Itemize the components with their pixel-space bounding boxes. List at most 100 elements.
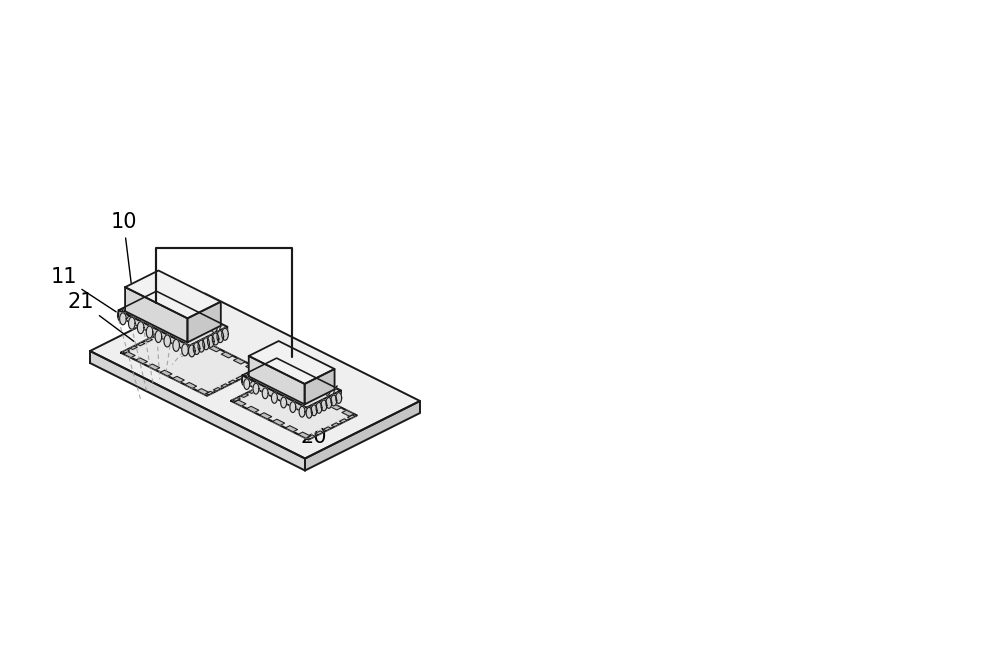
- Polygon shape: [119, 310, 189, 352]
- Polygon shape: [206, 392, 213, 395]
- Polygon shape: [246, 365, 257, 370]
- Polygon shape: [123, 349, 130, 353]
- Polygon shape: [271, 393, 277, 403]
- Polygon shape: [197, 340, 208, 345]
- Polygon shape: [299, 407, 305, 417]
- Polygon shape: [247, 407, 259, 413]
- Polygon shape: [239, 381, 349, 436]
- Polygon shape: [236, 376, 243, 380]
- Polygon shape: [242, 358, 341, 407]
- Polygon shape: [184, 334, 196, 340]
- Polygon shape: [231, 376, 357, 440]
- Polygon shape: [137, 300, 143, 312]
- Polygon shape: [306, 407, 312, 418]
- Polygon shape: [121, 326, 260, 395]
- Polygon shape: [266, 363, 272, 374]
- Polygon shape: [155, 330, 162, 343]
- Polygon shape: [146, 326, 153, 338]
- Polygon shape: [208, 336, 214, 347]
- Polygon shape: [137, 322, 144, 334]
- Polygon shape: [281, 397, 287, 408]
- Polygon shape: [233, 358, 245, 364]
- Polygon shape: [217, 331, 224, 343]
- Polygon shape: [307, 390, 341, 414]
- Polygon shape: [331, 423, 339, 426]
- Polygon shape: [160, 370, 172, 376]
- Polygon shape: [175, 303, 182, 315]
- Polygon shape: [127, 305, 134, 316]
- Polygon shape: [305, 369, 335, 404]
- Polygon shape: [329, 404, 341, 410]
- Polygon shape: [187, 301, 221, 342]
- Polygon shape: [184, 307, 191, 319]
- Polygon shape: [303, 391, 316, 397]
- Polygon shape: [234, 400, 246, 406]
- Polygon shape: [259, 413, 272, 419]
- Polygon shape: [90, 351, 305, 470]
- Polygon shape: [129, 317, 135, 329]
- Polygon shape: [90, 293, 420, 459]
- Polygon shape: [315, 431, 323, 435]
- Polygon shape: [288, 366, 293, 377]
- Polygon shape: [160, 331, 167, 334]
- Polygon shape: [256, 368, 262, 378]
- Text: 11: 11: [50, 267, 116, 312]
- Polygon shape: [342, 410, 354, 417]
- Polygon shape: [146, 295, 153, 307]
- Polygon shape: [257, 386, 265, 390]
- Polygon shape: [244, 379, 250, 390]
- Polygon shape: [148, 364, 160, 370]
- Polygon shape: [336, 393, 342, 403]
- Polygon shape: [168, 327, 175, 330]
- Polygon shape: [348, 415, 355, 418]
- Polygon shape: [252, 370, 257, 381]
- Polygon shape: [311, 405, 317, 416]
- Polygon shape: [220, 325, 226, 337]
- Polygon shape: [123, 352, 135, 357]
- Polygon shape: [233, 397, 240, 401]
- Polygon shape: [306, 375, 312, 386]
- Text: 20: 20: [300, 386, 337, 447]
- Polygon shape: [222, 328, 228, 340]
- Polygon shape: [277, 378, 290, 384]
- Polygon shape: [193, 312, 200, 324]
- Polygon shape: [211, 320, 217, 332]
- Polygon shape: [118, 309, 124, 321]
- Polygon shape: [285, 426, 298, 432]
- Polygon shape: [339, 419, 347, 422]
- Polygon shape: [197, 389, 209, 395]
- Polygon shape: [153, 334, 160, 338]
- Polygon shape: [213, 388, 221, 391]
- Polygon shape: [249, 390, 256, 393]
- Polygon shape: [151, 293, 157, 305]
- Polygon shape: [132, 302, 138, 315]
- Polygon shape: [209, 346, 221, 352]
- Polygon shape: [130, 346, 137, 349]
- Polygon shape: [262, 388, 268, 399]
- Polygon shape: [298, 432, 310, 438]
- Polygon shape: [173, 340, 179, 351]
- Polygon shape: [189, 345, 195, 357]
- Polygon shape: [249, 341, 335, 384]
- Polygon shape: [182, 344, 188, 356]
- Polygon shape: [242, 375, 248, 386]
- Polygon shape: [166, 298, 173, 310]
- Polygon shape: [297, 370, 303, 382]
- Polygon shape: [323, 427, 331, 431]
- Polygon shape: [316, 403, 322, 413]
- Polygon shape: [145, 338, 152, 342]
- Polygon shape: [185, 382, 197, 388]
- Polygon shape: [125, 287, 187, 342]
- Polygon shape: [326, 397, 332, 409]
- Polygon shape: [229, 380, 236, 384]
- Polygon shape: [261, 365, 267, 376]
- Polygon shape: [331, 395, 337, 406]
- Polygon shape: [221, 384, 228, 388]
- Text: 10: 10: [110, 213, 137, 301]
- Polygon shape: [193, 343, 200, 355]
- Polygon shape: [315, 380, 321, 391]
- Polygon shape: [272, 419, 285, 425]
- Polygon shape: [120, 313, 126, 325]
- Polygon shape: [316, 397, 328, 403]
- Polygon shape: [164, 335, 171, 347]
